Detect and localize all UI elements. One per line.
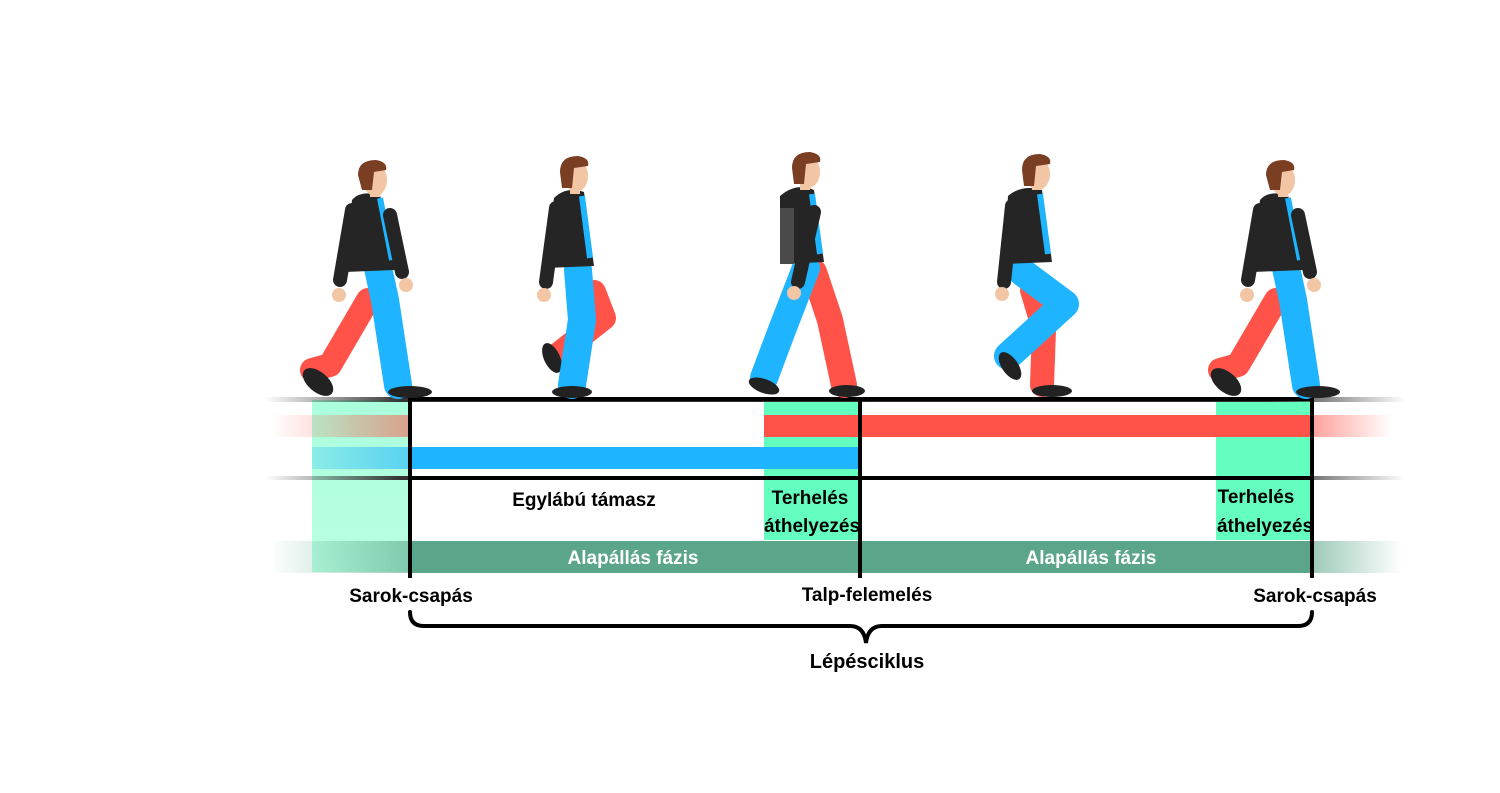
stance-phase-label-2: Alapállás fázis [1026, 548, 1157, 569]
right-leg-bar-faded [312, 447, 410, 469]
left-leg-bar [764, 415, 1312, 437]
toe-off-label: Talp-felemelés [802, 585, 933, 606]
weight-transfer-label-1b: áthelyezés [764, 516, 860, 537]
stance-phase-bar-1 [410, 541, 858, 573]
gait-cycle-label: Lépésciklus [810, 651, 925, 673]
walking-man-icon [1208, 160, 1340, 399]
gait-cycle-brace [408, 610, 1314, 644]
stance-bar-faded-left [270, 541, 410, 573]
stance-bar-faded-right [1312, 541, 1402, 573]
heel-strike-label-end: Sarok-csapás [1253, 586, 1377, 607]
stance-phase-bar-2 [858, 541, 1312, 573]
weight-transfer-label-2b: áthelyezés [1217, 516, 1313, 537]
right-leg-bar [410, 447, 858, 469]
stance-phase-label-1: Alapállás fázis [568, 548, 699, 569]
single-support-label: Egylábú támasz [512, 490, 656, 511]
weight-transfer-label-1a: Terhelés [772, 488, 849, 509]
walking-figures [300, 152, 1340, 399]
walking-man-icon [994, 154, 1079, 397]
walking-man-icon [537, 156, 616, 399]
walking-man-icon [300, 160, 432, 399]
frame [408, 397, 1314, 578]
left-leg-bar-faded-right [1312, 415, 1392, 437]
walking-man-icon [748, 152, 865, 398]
weight-transfer-label-2a: Terhelés [1218, 487, 1295, 508]
left-leg-bar-faded [270, 415, 410, 437]
heel-strike-label-start: Sarok-csapás [349, 586, 473, 607]
